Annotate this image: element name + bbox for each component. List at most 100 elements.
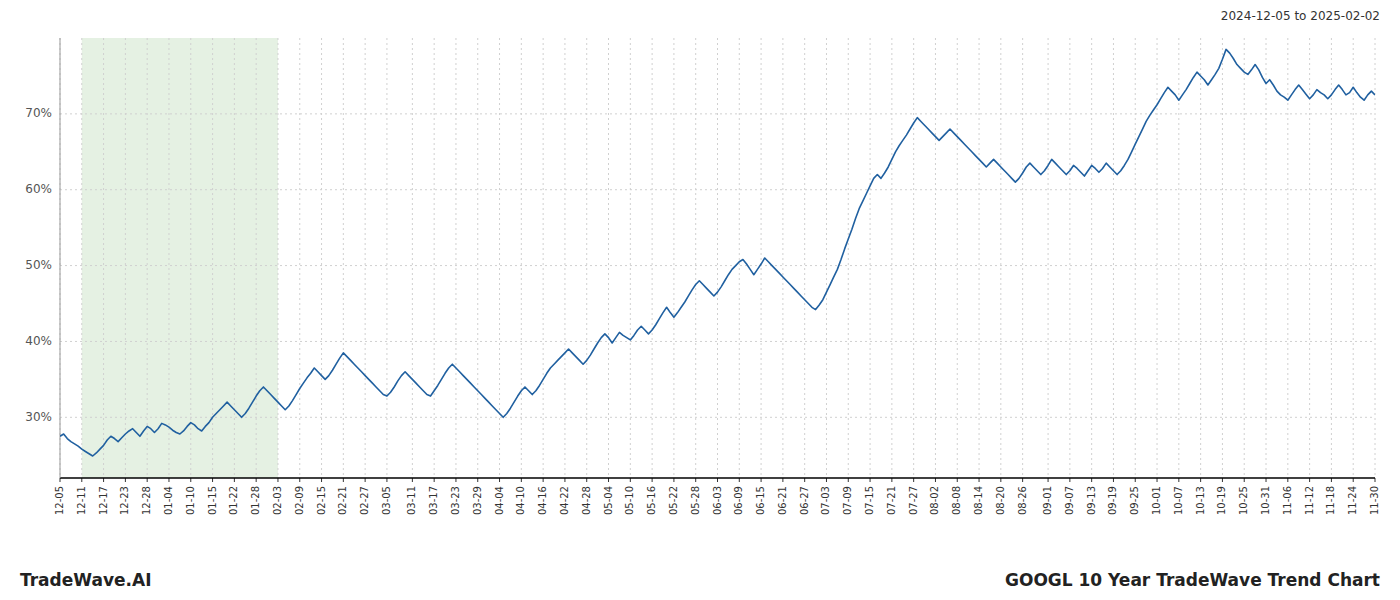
x-grid-line (608, 38, 609, 478)
x-grid-line (1000, 38, 1001, 478)
x-tick-label: 05-16 (646, 486, 657, 515)
x-grid-line (434, 38, 435, 478)
x-tick-label: 12-28 (141, 486, 152, 515)
x-tick-label: 08-14 (973, 486, 984, 515)
x-grid-line (277, 38, 278, 478)
x-tick-label: 02-15 (316, 486, 327, 515)
x-tick-label: 04-16 (537, 486, 548, 515)
x-tick-label: 07-03 (820, 486, 831, 515)
x-grid-line (673, 38, 674, 478)
x-grid-line (1287, 38, 1288, 478)
line-series (60, 49, 1375, 456)
y-axis-line (60, 38, 61, 478)
x-grid-line (256, 38, 257, 478)
x-tick-label: 07-21 (886, 486, 897, 515)
x-grid-line (804, 38, 805, 478)
y-tick-label: 60% (25, 182, 52, 196)
x-grid-line (1113, 38, 1114, 478)
x-grid-line (891, 38, 892, 478)
x-tick-label: 09-19 (1107, 486, 1118, 515)
x-tick-label: 12-11 (76, 486, 87, 515)
x-tick-label: 02-09 (294, 486, 305, 515)
x-tick-label: 10-01 (1151, 486, 1162, 515)
x-tick-label: 02-03 (272, 486, 283, 515)
x-tick-label: 05-10 (624, 486, 635, 515)
x-grid-line (212, 38, 213, 478)
x-tick-label: 10-13 (1195, 486, 1206, 515)
x-tick-label: 10-07 (1173, 486, 1184, 515)
x-grid-line (365, 38, 366, 478)
x-tick-label: 06-15 (755, 486, 766, 515)
x-tick-label: 08-20 (995, 486, 1006, 515)
x-tick-label: 10-25 (1238, 486, 1249, 515)
x-grid-line (521, 38, 522, 478)
y-tick-label: 50% (25, 258, 52, 272)
x-tick-label: 06-03 (712, 486, 723, 515)
x-tick-label: 01-22 (228, 486, 239, 515)
x-grid-line (343, 38, 344, 478)
plot-area (60, 49, 1375, 456)
x-grid-line (147, 38, 148, 478)
x-grid-line (957, 38, 958, 478)
x-tick-label: 05-28 (690, 486, 701, 515)
x-grid-line (717, 38, 718, 478)
x-grid-line (321, 38, 322, 478)
x-grid-line (125, 38, 126, 478)
x-tick-label: 07-27 (908, 486, 919, 515)
x-grid-line (477, 38, 478, 478)
y-tick-label: 40% (25, 334, 52, 348)
x-grid-line (81, 38, 82, 478)
x-grid-line (913, 38, 914, 478)
x-grid-line (234, 38, 235, 478)
x-tick-label: 09-13 (1086, 486, 1097, 515)
x-grid-line (190, 38, 191, 478)
x-tick-label: 08-08 (951, 486, 962, 515)
x-tick-label: 10-31 (1260, 486, 1271, 515)
y-grid-line (60, 417, 1375, 418)
x-grid-line (848, 38, 849, 478)
x-tick-label: 03-05 (381, 486, 392, 515)
x-tick-label: 11-18 (1325, 486, 1336, 515)
x-grid-line (1309, 38, 1310, 478)
x-tick-label: 03-11 (406, 486, 417, 515)
x-grid-line (412, 38, 413, 478)
x-grid-line (299, 38, 300, 478)
x-grid-line (103, 38, 104, 478)
x-grid-line (782, 38, 783, 478)
x-grid-line (586, 38, 587, 478)
title: GOOGL 10 Year TradeWave Trend Chart (1005, 570, 1380, 590)
x-tick-label: 02-21 (337, 486, 348, 515)
x-tick-label: 03-29 (472, 486, 483, 515)
y-tick-label: 30% (25, 410, 52, 424)
x-tick-label: 06-09 (733, 486, 744, 515)
x-grid-line (543, 38, 544, 478)
x-grid-line (455, 38, 456, 478)
y-grid-line (60, 265, 1375, 266)
x-grid-line (1353, 38, 1354, 478)
x-grid-line (761, 38, 762, 478)
x-grid-line (695, 38, 696, 478)
x-grid-line (1178, 38, 1179, 478)
x-tick-label: 12-17 (98, 486, 109, 515)
x-tick-label: 11-12 (1304, 486, 1315, 515)
x-grid-line (1048, 38, 1049, 478)
x-tick-label: 08-02 (929, 486, 940, 515)
y-tick-label: 70% (25, 106, 52, 120)
x-tick-label: 02-27 (359, 486, 370, 515)
annotation: TradeWave.AI (20, 570, 151, 590)
x-grid-line (1022, 38, 1023, 478)
x-tick-label: 12-05 (54, 486, 65, 515)
x-grid-line (935, 38, 936, 478)
chart: 30%40%50%60%70%12-0512-1112-1712-2312-28… (0, 0, 1400, 600)
x-grid-line (1331, 38, 1332, 478)
x-tick-label: 04-10 (515, 486, 526, 515)
x-tick-label: 01-04 (163, 486, 174, 515)
axes: 30%40%50%60%70%12-0512-1112-1712-2312-28… (25, 38, 1380, 515)
x-tick-label: 01-10 (185, 486, 196, 515)
x-tick-label: 09-07 (1064, 486, 1075, 515)
y-grid-line (60, 341, 1375, 342)
x-tick-label: 09-01 (1042, 486, 1053, 515)
x-grid-line (739, 38, 740, 478)
x-grid-line (979, 38, 980, 478)
x-tick-label: 01-15 (207, 486, 218, 515)
